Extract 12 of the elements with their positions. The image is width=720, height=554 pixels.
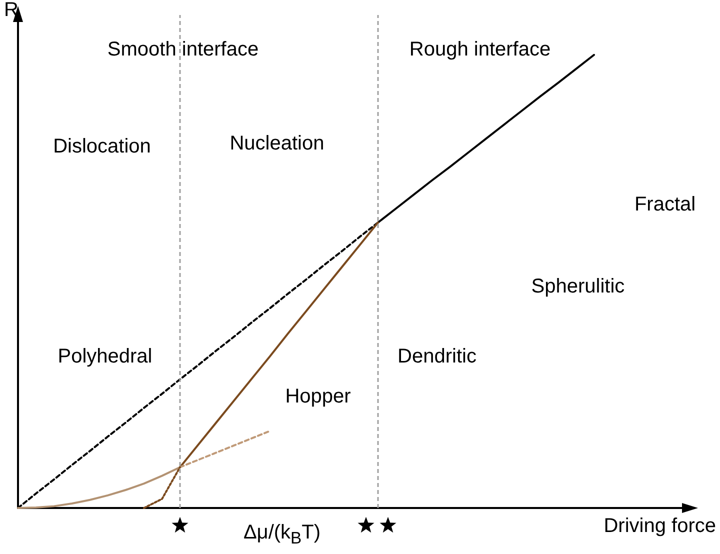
annotation: Spherulitic <box>531 276 625 298</box>
annotation: Polyhedral <box>58 346 152 368</box>
annotation: Hopper <box>285 386 351 408</box>
annotation: Dendritic <box>398 346 476 368</box>
annotation: Fractal <box>634 194 696 216</box>
annotation: Rough interface <box>409 38 551 62</box>
y-axis-title: R <box>4 0 18 21</box>
annotation: Smooth interface <box>107 38 259 62</box>
annotation: Dislocation <box>53 136 151 158</box>
text: Δμ/(k$_{B}$T) <box>243 522 321 548</box>
annotation: Nucleation <box>230 132 324 156</box>
x-axis-title: Driving force <box>604 515 716 537</box>
